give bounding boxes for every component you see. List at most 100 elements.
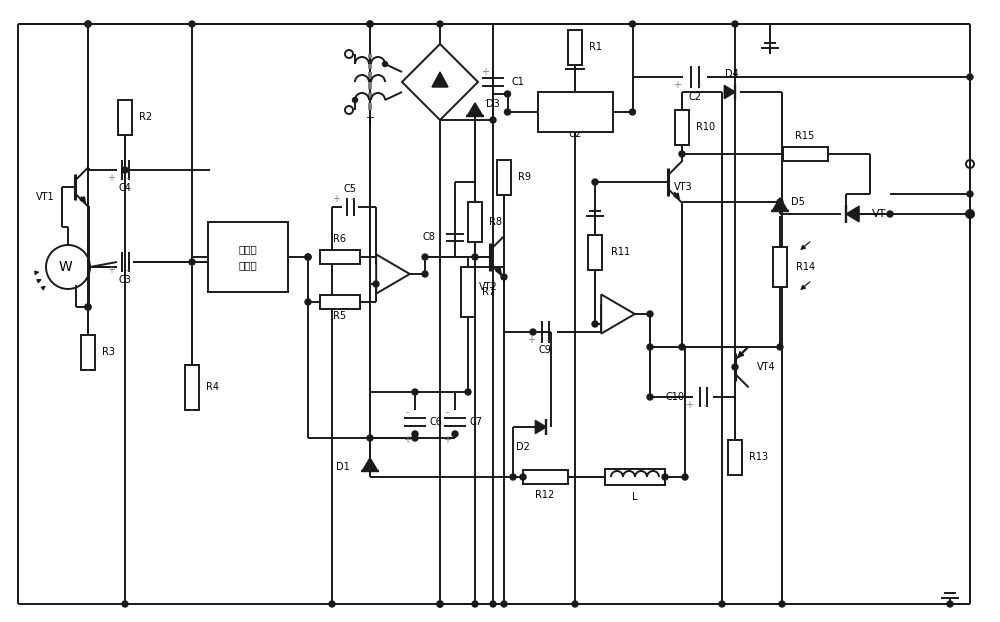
- Text: -: -: [125, 173, 129, 183]
- Polygon shape: [376, 254, 410, 294]
- Circle shape: [647, 394, 653, 400]
- Text: C9: C9: [539, 345, 551, 355]
- Text: T: T: [367, 117, 373, 127]
- Circle shape: [329, 601, 335, 607]
- Text: +: +: [685, 400, 693, 410]
- Text: -: -: [697, 80, 701, 90]
- Circle shape: [647, 311, 653, 317]
- Text: P1: P1: [390, 269, 402, 279]
- Circle shape: [305, 299, 311, 305]
- Text: +: +: [404, 77, 412, 87]
- Text: IN    OUT: IN OUT: [555, 116, 595, 124]
- Circle shape: [85, 304, 91, 310]
- Text: 波电路: 波电路: [239, 244, 257, 254]
- Circle shape: [437, 601, 443, 607]
- Circle shape: [452, 431, 458, 437]
- Circle shape: [630, 21, 636, 27]
- Circle shape: [520, 474, 526, 480]
- Circle shape: [412, 435, 418, 441]
- Text: R1: R1: [589, 42, 602, 52]
- Circle shape: [465, 389, 471, 395]
- Circle shape: [630, 109, 636, 115]
- Circle shape: [592, 321, 598, 327]
- Polygon shape: [402, 44, 478, 120]
- Circle shape: [490, 117, 496, 123]
- Text: R12: R12: [535, 490, 555, 500]
- Circle shape: [679, 151, 685, 157]
- Text: R11: R11: [611, 247, 630, 257]
- Circle shape: [122, 167, 128, 173]
- Bar: [118, 100, 132, 134]
- Text: C2: C2: [688, 92, 702, 102]
- Circle shape: [505, 109, 511, 115]
- Circle shape: [437, 21, 443, 27]
- Text: R13: R13: [749, 452, 768, 462]
- Text: GND: GND: [565, 100, 585, 108]
- Text: +: +: [673, 80, 681, 90]
- Text: R4: R4: [206, 382, 219, 392]
- Text: C3: C3: [119, 275, 131, 285]
- Text: W: W: [58, 260, 72, 274]
- Bar: [468, 202, 482, 242]
- Circle shape: [367, 21, 373, 27]
- Polygon shape: [535, 420, 546, 434]
- Text: D5: D5: [791, 197, 805, 207]
- Circle shape: [122, 601, 128, 607]
- Text: C6: C6: [430, 417, 443, 427]
- Circle shape: [437, 601, 443, 607]
- Text: +: +: [107, 173, 115, 183]
- Circle shape: [373, 281, 379, 287]
- Circle shape: [967, 211, 973, 217]
- Text: -: -: [545, 335, 549, 345]
- Circle shape: [472, 254, 478, 260]
- Polygon shape: [724, 85, 735, 99]
- Circle shape: [947, 601, 953, 607]
- Bar: [782, 147, 828, 161]
- Bar: [81, 335, 95, 369]
- Bar: [773, 247, 787, 287]
- Circle shape: [412, 389, 418, 395]
- Circle shape: [490, 601, 496, 607]
- Circle shape: [85, 304, 91, 310]
- Text: -: -: [445, 407, 449, 417]
- Text: R7: R7: [482, 287, 495, 297]
- Text: VT: VT: [872, 209, 886, 219]
- Text: R3: R3: [102, 347, 115, 357]
- Text: C7: C7: [470, 417, 483, 427]
- Text: R10: R10: [696, 122, 715, 132]
- Text: -: -: [350, 194, 354, 204]
- Circle shape: [367, 435, 373, 441]
- Text: U2: U2: [568, 129, 582, 139]
- Text: D2: D2: [516, 442, 530, 452]
- Circle shape: [572, 601, 578, 607]
- Bar: [538, 92, 612, 132]
- Text: P2: P2: [615, 309, 627, 319]
- Text: +: +: [332, 194, 340, 204]
- Bar: [605, 469, 665, 485]
- Circle shape: [412, 431, 418, 437]
- Circle shape: [501, 274, 507, 280]
- Text: R8: R8: [489, 217, 502, 227]
- Circle shape: [305, 254, 311, 260]
- Text: 二阶滤: 二阶滤: [239, 260, 257, 270]
- Circle shape: [592, 179, 598, 185]
- Text: R14: R14: [796, 262, 815, 272]
- Text: +: +: [605, 300, 613, 310]
- Polygon shape: [772, 198, 788, 211]
- Circle shape: [510, 474, 516, 480]
- Bar: [568, 29, 582, 65]
- Text: R6: R6: [334, 234, 347, 244]
- Text: R2: R2: [139, 112, 152, 122]
- Polygon shape: [432, 72, 448, 87]
- Circle shape: [422, 271, 428, 277]
- Circle shape: [85, 21, 91, 27]
- Circle shape: [472, 601, 478, 607]
- Circle shape: [367, 21, 373, 27]
- Text: +: +: [443, 435, 451, 445]
- Text: VT1: VT1: [36, 192, 55, 202]
- Circle shape: [732, 364, 738, 370]
- Text: +: +: [380, 261, 388, 271]
- Text: C10: C10: [666, 392, 685, 402]
- Circle shape: [779, 601, 785, 607]
- Circle shape: [967, 191, 973, 197]
